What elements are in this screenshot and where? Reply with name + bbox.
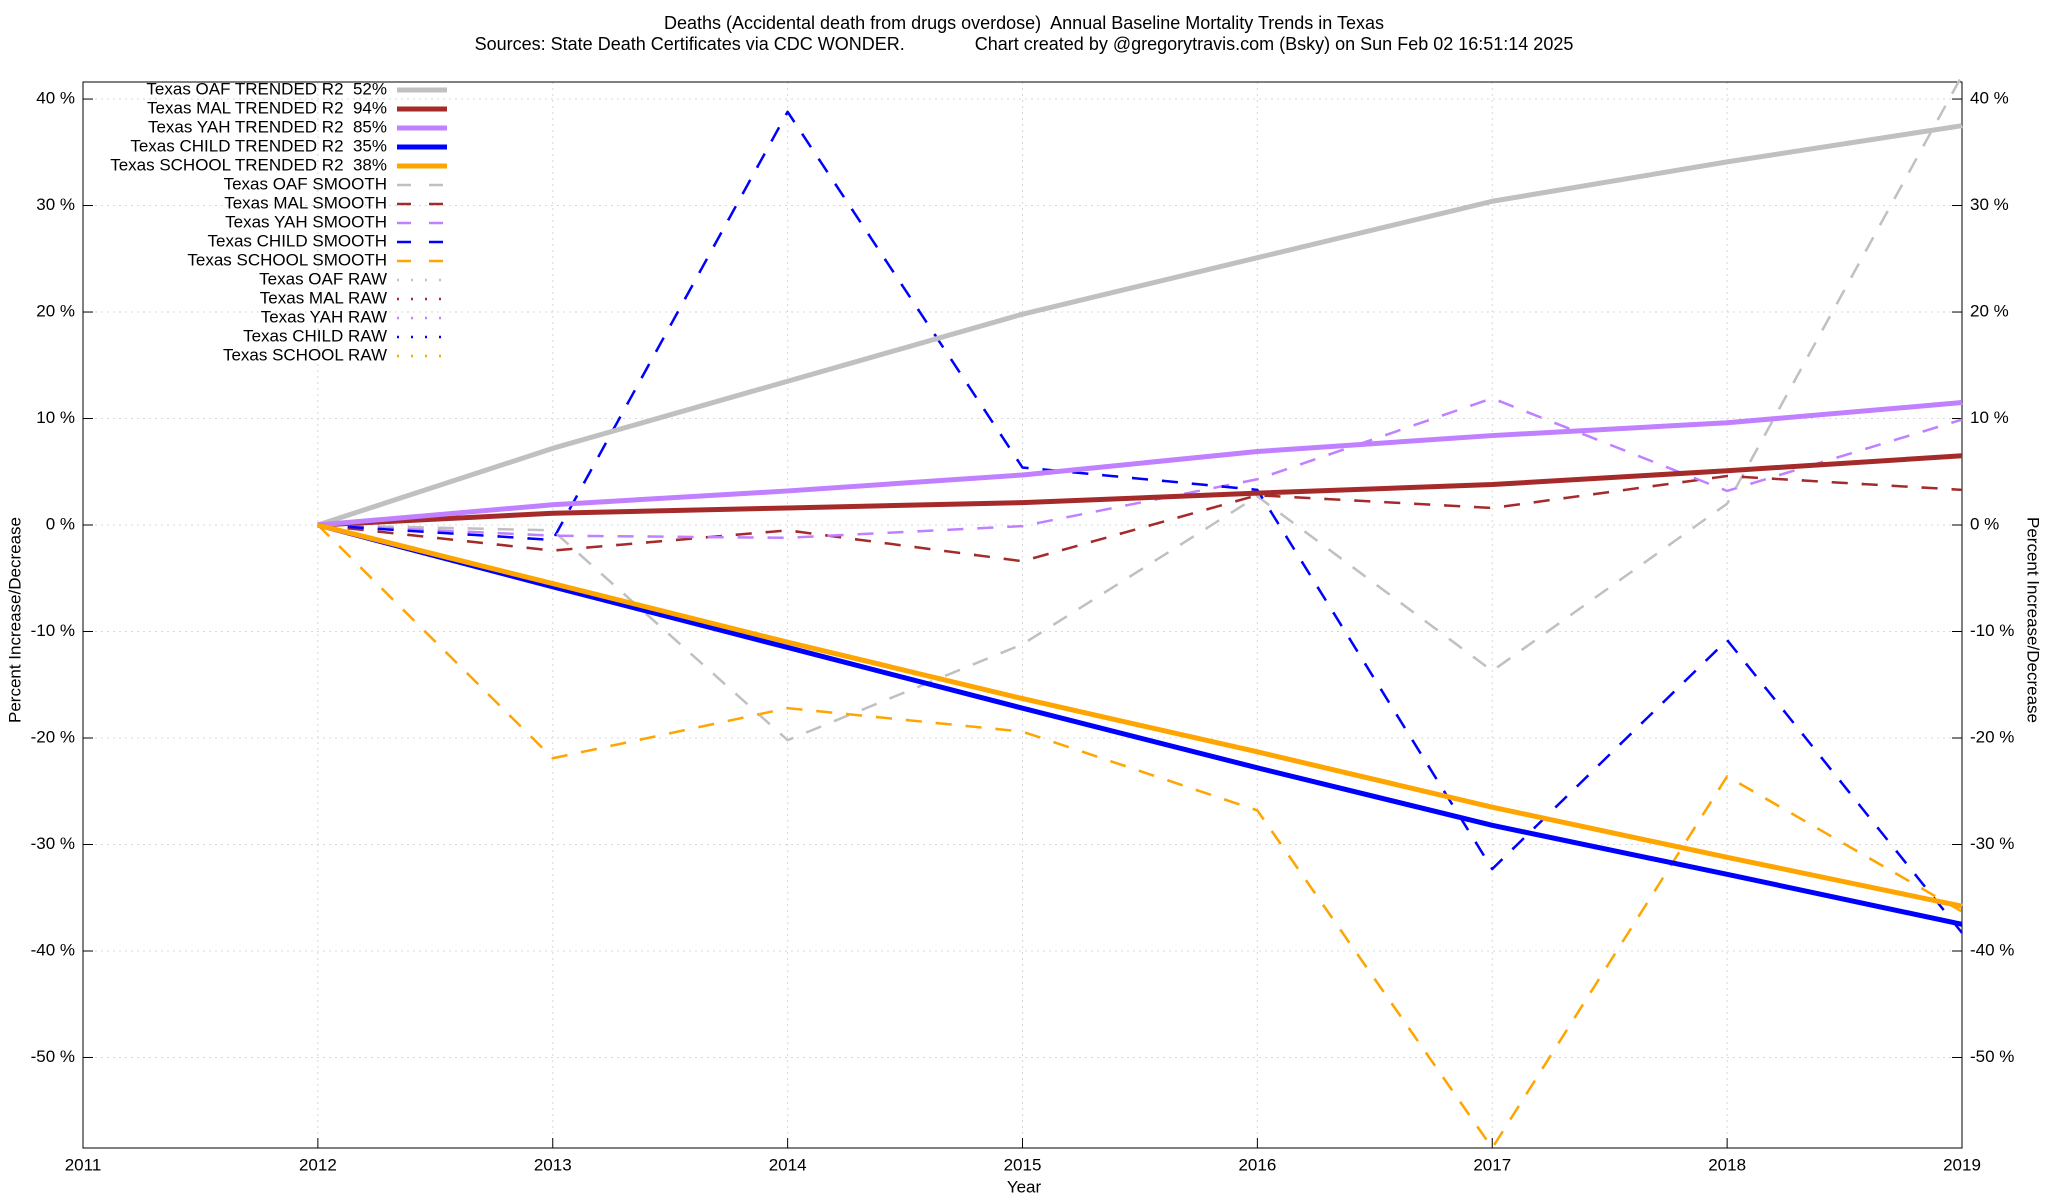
series-line [317, 400, 1963, 528]
x-tick-label: 2013 [534, 1155, 572, 1174]
legend-label: Texas OAF TRENDED R2 52% [146, 79, 387, 98]
series-line [316, 524, 1963, 1150]
legend-label: Texas CHILD RAW [243, 326, 387, 345]
legend-label: Texas YAH SMOOTH [225, 212, 387, 231]
y2-tick-label: -40 % [1970, 940, 2014, 959]
y-tick-label: -40 % [31, 940, 75, 959]
legend-label: Texas SCHOOL SMOOTH [187, 250, 387, 269]
series-line [317, 522, 1963, 909]
y2-tick-label: 30 % [1970, 195, 2009, 214]
y2-tick-label: 20 % [1970, 302, 2009, 321]
y2-axis-label: Percent Increase/Decrease [2024, 517, 2043, 723]
series-line [317, 397, 1963, 540]
y-tick-label: -50 % [31, 1047, 75, 1066]
legend-label: Texas YAH RAW [261, 307, 387, 326]
series-line [317, 75, 1964, 742]
x-tick-label: 2011 [65, 1155, 102, 1174]
y-tick-label: 30 % [36, 195, 75, 214]
y-tick-label: 0 % [46, 514, 75, 533]
y-tick-label: -30 % [31, 834, 75, 853]
y2-tick-label: -30 % [1970, 834, 2014, 853]
series-line [317, 453, 1963, 528]
y-tick-label: 10 % [36, 408, 75, 427]
series-line [317, 75, 1964, 742]
legend-label: Texas MAL SMOOTH [224, 193, 387, 212]
y-axis-label: Percent Increase/Decrease [5, 517, 24, 723]
legend-label: Texas MAL RAW [260, 288, 387, 307]
y2-tick-label: -10 % [1970, 621, 2014, 640]
y-tick-label: 40 % [36, 89, 75, 108]
series-line [317, 110, 1963, 934]
y-tick-label: -10 % [31, 621, 75, 640]
x-tick-label: 2012 [299, 1155, 337, 1174]
legend-label: Texas YAH TRENDED R2 85% [148, 117, 387, 136]
y2-tick-label: -20 % [1970, 727, 2014, 746]
y-tick-label: -20 % [31, 727, 75, 746]
chart-subtitle: Sources: State Death Certificates via CD… [475, 34, 1574, 54]
x-tick-label: 2019 [1943, 1155, 1981, 1174]
legend-label: Texas OAF RAW [259, 269, 387, 288]
legend-label: Texas SCHOOL TRENDED R2 38% [110, 155, 387, 174]
series-line [316, 524, 1963, 1150]
series-line [317, 397, 1963, 540]
x-tick-label: 2018 [1708, 1155, 1746, 1174]
series-line [317, 474, 1963, 563]
legend-label: Texas CHILD TRENDED R2 35% [130, 136, 387, 155]
chart-title: Deaths (Accidental death from drugs over… [664, 13, 1384, 33]
legend-label: Texas OAF SMOOTH [224, 174, 387, 193]
series-line [317, 110, 1963, 934]
y2-tick-label: -50 % [1970, 1047, 2014, 1066]
series-line [317, 123, 1963, 528]
x-tick-label: 2015 [1004, 1155, 1042, 1174]
legend-label: Texas MAL TRENDED R2 94% [147, 98, 387, 117]
series-line [317, 522, 1963, 927]
plot-frame [82, 81, 1963, 1149]
x-axis-label: Year [1007, 1177, 1042, 1196]
y2-tick-label: 40 % [1970, 89, 2009, 108]
x-tick-label: 2016 [1238, 1155, 1276, 1174]
x-tick-label: 2014 [769, 1155, 807, 1174]
y2-tick-label: 10 % [1970, 408, 2009, 427]
legend-label: Texas CHILD SMOOTH [208, 231, 387, 250]
x-tick-label: 2017 [1473, 1155, 1511, 1174]
y-tick-label: 20 % [36, 302, 75, 321]
y2-tick-label: 0 % [1970, 514, 1999, 533]
legend-label: Texas SCHOOL RAW [223, 345, 387, 364]
